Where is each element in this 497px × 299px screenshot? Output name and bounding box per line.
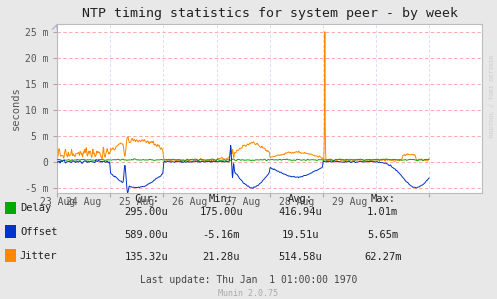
Text: 295.00u: 295.00u [125, 207, 168, 217]
Text: -5.16m: -5.16m [202, 230, 240, 240]
Text: 21.28u: 21.28u [202, 252, 240, 262]
Text: 1.01m: 1.01m [367, 207, 398, 217]
Text: 514.58u: 514.58u [279, 252, 323, 262]
Text: 26 Aug: 26 Aug [172, 197, 208, 207]
Text: Last update: Thu Jan  1 01:00:00 1970: Last update: Thu Jan 1 01:00:00 1970 [140, 274, 357, 285]
Text: 23 Aug: 23 Aug [40, 197, 75, 207]
Text: 5.65m: 5.65m [367, 230, 398, 240]
Text: Max:: Max: [370, 194, 395, 204]
Text: RRDTOOL / TOBI OETIKER: RRDTOOL / TOBI OETIKER [490, 54, 495, 137]
Text: 135.32u: 135.32u [125, 252, 168, 262]
Text: 28 Aug: 28 Aug [278, 197, 314, 207]
Title: NTP timing statistics for system peer - by week: NTP timing statistics for system peer - … [82, 7, 458, 20]
Text: Avg:: Avg: [288, 194, 313, 204]
Text: Munin 2.0.75: Munin 2.0.75 [219, 289, 278, 298]
Text: 29 Aug: 29 Aug [331, 197, 367, 207]
Text: 589.00u: 589.00u [125, 230, 168, 240]
Text: Delay: Delay [20, 203, 51, 213]
Text: 27 Aug: 27 Aug [226, 197, 261, 207]
Y-axis label: seconds: seconds [10, 86, 20, 130]
Text: 24 Aug: 24 Aug [66, 197, 101, 207]
Text: 25 Aug: 25 Aug [119, 197, 155, 207]
Text: 62.27m: 62.27m [364, 252, 402, 262]
Text: 19.51u: 19.51u [282, 230, 320, 240]
Text: 175.00u: 175.00u [199, 207, 243, 217]
Text: Min:: Min: [209, 194, 234, 204]
Text: Jitter: Jitter [20, 251, 57, 261]
Text: 416.94u: 416.94u [279, 207, 323, 217]
Text: Offset: Offset [20, 227, 57, 237]
Text: Cur:: Cur: [134, 194, 159, 204]
